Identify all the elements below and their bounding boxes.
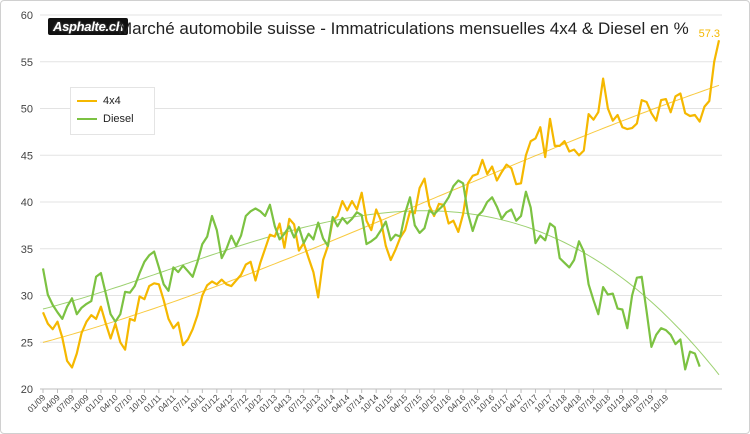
legend-label-4x4: 4x4 bbox=[103, 95, 121, 107]
y-tick-label: 30 bbox=[21, 291, 33, 303]
chart-title: Marché automobile suisse - Immatriculati… bbox=[118, 19, 689, 38]
end-value-label-4x4: 57.3 bbox=[699, 28, 720, 40]
legend-swatch-diesel bbox=[77, 118, 97, 121]
series-line-0 bbox=[41, 39, 721, 369]
y-tick-label: 55 bbox=[21, 57, 33, 69]
y-tick-label: 45 bbox=[21, 150, 33, 162]
legend-label-diesel: Diesel bbox=[103, 113, 134, 125]
end-value-label-diesel: 22.4 bbox=[699, 0, 720, 3]
y-tick-label: 60 bbox=[21, 10, 33, 22]
legend-swatch-4x4 bbox=[77, 100, 97, 103]
y-tick-label: 20 bbox=[21, 384, 33, 396]
trendline-1 bbox=[42, 210, 720, 376]
series-line-1 bbox=[41, 179, 701, 371]
y-tick-label: 50 bbox=[21, 104, 33, 116]
legend-item-diesel: Diesel bbox=[77, 113, 134, 127]
y-tick-label: 35 bbox=[21, 244, 33, 256]
y-tick-label: 40 bbox=[21, 197, 33, 209]
chart-legend: 4x4 Diesel bbox=[70, 87, 155, 135]
legend-item-4x4: 4x4 bbox=[77, 95, 121, 109]
site-logo: Asphalte.ch bbox=[48, 18, 129, 35]
y-tick-label: 25 bbox=[21, 337, 33, 349]
